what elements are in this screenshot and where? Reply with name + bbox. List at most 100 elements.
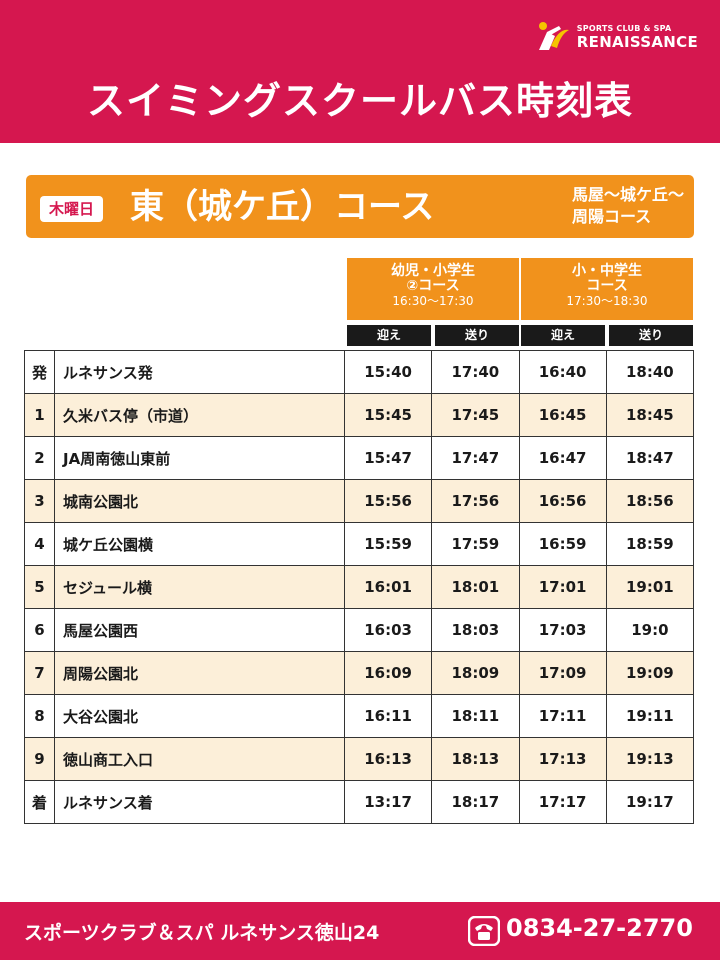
stop-number: 8 [24, 694, 55, 738]
time-cell: 16:03 [343, 608, 433, 652]
table-row: 2 JA周南徳山東前 15:47 17:47 16:47 18:47 [24, 436, 695, 480]
time-cell: 17:17 [518, 780, 607, 824]
table-row: 9 徳山商工入口 16:13 18:13 17:13 19:13 [24, 737, 695, 781]
time-cell: 17:47 [431, 436, 520, 480]
time-cell: 18:56 [605, 479, 695, 523]
brand-logo: SPORTS CLUB & SPA RENAISSANCE [535, 20, 698, 54]
day-badge: 木曜日 [40, 196, 104, 222]
time-cell: 17:01 [518, 565, 607, 609]
time-cell: 15:59 [343, 522, 433, 566]
course-route-line1: 馬屋〜城ケ丘〜 [571, 185, 684, 204]
time-cell: 18:59 [605, 522, 695, 566]
course-route: 馬屋〜城ケ丘〜 周陽コース [572, 184, 684, 228]
time-cell: 16:47 [518, 436, 607, 480]
timetable: 発 ルネサンス発 15:40 17:40 16:40 18:40 1 久米バス停… [24, 350, 695, 824]
table-row: 1 久米バス停（市道） 15:45 17:45 16:45 18:45 [24, 393, 695, 437]
stop-name: 周陽公園北 [54, 651, 345, 695]
time-cell: 16:09 [343, 651, 433, 695]
table-row: 8 大谷公園北 16:11 18:11 17:11 19:11 [24, 694, 695, 738]
time-cell: 15:56 [343, 479, 433, 523]
stop-name: 大谷公園北 [54, 694, 345, 738]
time-cell: 19:0 [605, 608, 695, 652]
subheader-pickup: 迎え [347, 325, 431, 346]
stop-name: ルネサンス着 [54, 780, 345, 824]
table-row: 着 ルネサンス着 13:17 18:17 17:17 19:17 [24, 780, 695, 824]
course-name: 東（城ケ丘）コース [130, 187, 435, 227]
table-row: 5 セジュール横 16:01 18:01 17:01 19:01 [24, 565, 695, 609]
group-time: 16:30〜17:30 [392, 294, 474, 308]
table-row: 4 城ケ丘公園横 15:59 17:59 16:59 18:59 [24, 522, 695, 566]
subheader-pickup: 迎え [521, 325, 605, 346]
time-cell: 18:13 [431, 737, 520, 781]
stop-number: 着 [24, 780, 55, 824]
group-header-elementary: 幼児・小学生 ②コース 16:30〜17:30 [347, 258, 519, 320]
time-cell: 18:01 [431, 565, 520, 609]
time-cell: 17:45 [431, 393, 520, 437]
group-label-line1: 幼児・小学生 [391, 263, 475, 279]
time-cell: 18:09 [431, 651, 520, 695]
logo-name: RENAISSANCE [576, 32, 698, 51]
time-cell: 18:03 [431, 608, 520, 652]
phone-icon [468, 916, 500, 946]
stop-name: JA周南徳山東前 [54, 436, 345, 480]
time-cell: 16:59 [518, 522, 607, 566]
time-cell: 16:56 [518, 479, 607, 523]
time-cell: 16:45 [518, 393, 607, 437]
stop-name: 城南公園北 [54, 479, 345, 523]
time-cell: 17:56 [431, 479, 520, 523]
time-cell: 18:47 [605, 436, 695, 480]
time-cell: 19:11 [605, 694, 695, 738]
time-cell: 18:17 [431, 780, 520, 824]
stop-number: 5 [24, 565, 55, 609]
table-row: 7 周陽公園北 16:09 18:09 17:09 19:09 [24, 651, 695, 695]
time-cell: 15:40 [343, 350, 433, 394]
time-cell: 15:45 [343, 393, 433, 437]
subheader-dropoff: 送り [435, 325, 519, 346]
time-cell: 19:01 [605, 565, 695, 609]
time-cell: 17:59 [431, 522, 520, 566]
time-cell: 13:17 [343, 780, 433, 824]
time-cell: 17:11 [518, 694, 607, 738]
stop-name: ルネサンス発 [54, 350, 345, 394]
page-title: スイミングスクールバス時刻表 [86, 79, 633, 123]
subheader-dropoff: 送り [609, 325, 693, 346]
group-label-line2: ②コース [406, 278, 460, 294]
group-time: 17:30〜18:30 [566, 294, 648, 308]
time-cell: 18:45 [605, 393, 695, 437]
time-cell: 16:01 [343, 565, 433, 609]
time-cell: 19:13 [605, 737, 695, 781]
footer-banner: スポーツクラブ＆スパ ルネサンス徳山24 0834-27-2770 [0, 902, 720, 960]
group-label-line1: 小・中学生 [572, 263, 642, 279]
stop-name: セジュール横 [54, 565, 345, 609]
table-row: 6 馬屋公園西 16:03 18:03 17:03 19:0 [24, 608, 695, 652]
phone-number[interactable]: 0834-27-2770 [506, 914, 693, 942]
table-row: 発 ルネサンス発 15:40 17:40 16:40 18:40 [24, 350, 695, 394]
stop-name: 久米バス停（市道） [54, 393, 345, 437]
group-header-junior: 小・中学生 コース 17:30〜18:30 [521, 258, 693, 320]
stop-name: 徳山商工入口 [54, 737, 345, 781]
time-cell: 15:47 [343, 436, 433, 480]
time-cell: 17:40 [431, 350, 520, 394]
logo-subtitle: SPORTS CLUB & SPA [576, 23, 672, 33]
time-cell: 16:13 [343, 737, 433, 781]
course-banner: 木曜日 東（城ケ丘）コース 馬屋〜城ケ丘〜 周陽コース [26, 175, 694, 238]
stop-name: 城ケ丘公園横 [54, 522, 345, 566]
table-row: 3 城南公園北 15:56 17:56 16:56 18:56 [24, 479, 695, 523]
renaissance-logo-icon [538, 22, 569, 50]
time-cell: 16:11 [343, 694, 433, 738]
group-label-line2: コース [586, 278, 628, 294]
course-route-line2: 周陽コース [571, 207, 652, 226]
header-banner: SPORTS CLUB & SPA RENAISSANCE スイミングスクールバ… [0, 0, 720, 143]
stop-number: 2 [24, 436, 55, 480]
stop-number: 4 [24, 522, 55, 566]
stop-number: 6 [24, 608, 55, 652]
time-cell: 17:13 [518, 737, 607, 781]
club-name: スポーツクラブ＆スパ ルネサンス徳山24 [24, 922, 380, 944]
time-cell: 18:11 [431, 694, 520, 738]
time-cell: 19:09 [605, 651, 695, 695]
time-cell: 19:17 [605, 780, 695, 824]
time-cell: 17:03 [518, 608, 607, 652]
time-cell: 18:40 [605, 350, 695, 394]
stop-number: 1 [24, 393, 55, 437]
stop-name: 馬屋公園西 [54, 608, 345, 652]
